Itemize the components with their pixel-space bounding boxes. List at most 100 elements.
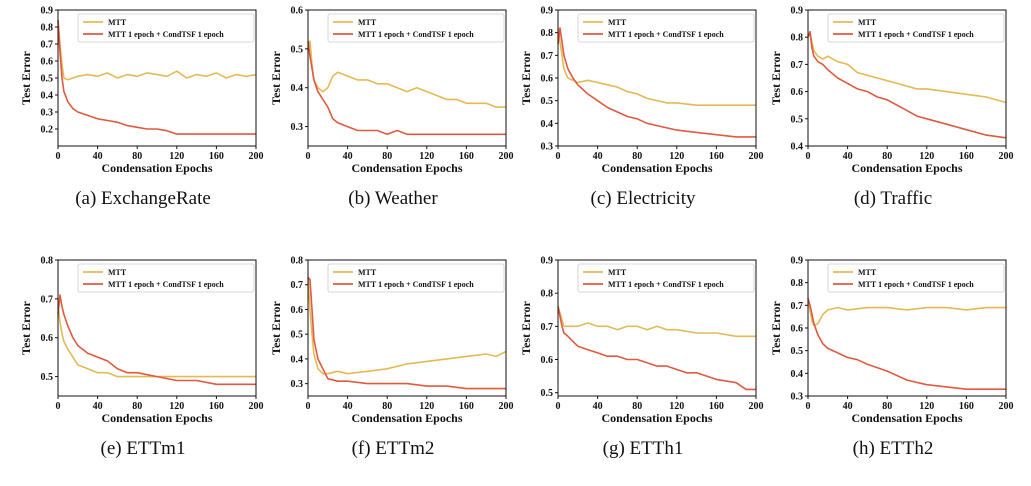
- x-tick-label: 0: [806, 151, 811, 162]
- series-line: [807, 30, 1007, 104]
- y-tick-label: 0.6: [791, 324, 804, 335]
- y-tick-label: 0.6: [541, 74, 554, 85]
- legend-label: MTT 1 epoch + CondTSF 1 epoch: [358, 280, 474, 289]
- y-tick-label: 0.9: [791, 6, 804, 17]
- series-line: [307, 276, 506, 390]
- legend-label: MTT 1 epoch + CondTSF 1 epoch: [108, 30, 224, 39]
- chart-svg: 0 40 80 120 160 200 0.3 0.4 0.5 0.6 0.7 0.8 0.9 Conde…: [769, 256, 1014, 426]
- y-tick-label: 0.8: [541, 289, 554, 300]
- x-tick-label: 40: [93, 401, 103, 412]
- chart-panel: 0 40 80 120 160 200 0.5 0.6 0.7 0.8 Condensation E…: [18, 252, 268, 486]
- y-tick-label: 0.7: [791, 60, 804, 71]
- chart-svg: 0 40 80 120 160 200 0.5 0.6 0.7 0.8 0.9 Condensatio…: [519, 256, 764, 426]
- y-tick-label: 0.4: [791, 142, 804, 153]
- y-axis-label: Test Error: [19, 51, 33, 105]
- x-tick-label: 160: [209, 151, 224, 162]
- subfigure-caption: (g) ETTh1: [602, 438, 684, 459]
- y-tick-label: 0.8: [541, 28, 554, 39]
- series-line: [307, 277, 507, 375]
- x-tick-label: 80: [882, 401, 892, 412]
- x-tick-label: 40: [593, 151, 603, 162]
- x-tick-label: 40: [593, 401, 603, 412]
- x-tick-label: 120: [919, 151, 934, 162]
- chart-svg: 0 40 80 120 160 200 0.3 0.4 0.5 0.6 0.7 0.8 0.9 Conde…: [519, 6, 764, 176]
- legend-box: [77, 263, 255, 293]
- x-tick-label: 200: [499, 151, 514, 162]
- series-line: [807, 298, 1006, 327]
- x-tick-label: 0: [56, 401, 61, 412]
- x-tick-label: 0: [806, 401, 811, 412]
- y-tick-label: 0.5: [791, 346, 804, 357]
- subfigure-caption: (e) ETTm1: [100, 438, 186, 459]
- y-tick-label: 0.5: [291, 330, 304, 341]
- series-line: [307, 40, 506, 136]
- series-line: [557, 27, 756, 106]
- y-tick-label: 0.6: [791, 87, 804, 98]
- series-line: [57, 20, 257, 81]
- legend: MTT MTT 1 epoch + CondTSF 1 epoch: [77, 263, 255, 293]
- x-tick-label: 160: [459, 401, 474, 412]
- legend-label: MTT: [108, 268, 127, 277]
- x-axis-label: Condensation Epochs: [601, 411, 712, 425]
- subfigure-caption: (c) Electricity: [590, 188, 696, 209]
- y-tick-label: 0.3: [541, 142, 554, 153]
- series-line: [557, 306, 756, 391]
- x-axis-label: Condensation Epochs: [351, 161, 462, 175]
- chart-svg: 0 40 80 120 160 200 0.4 0.5 0.6 0.7 0.8 0.9 Condensa…: [769, 6, 1014, 176]
- x-tick-label: 80: [132, 401, 142, 412]
- legend-box: [77, 13, 255, 43]
- subfigure-caption: (b) Weather: [348, 188, 438, 209]
- x-axis-label: Condensation Epochs: [101, 411, 212, 425]
- legend-box: [577, 13, 755, 43]
- chart-svg: 0 40 80 120 160 200 0.3 0.4 0.5 0.6 Condensation E…: [269, 6, 514, 176]
- legend-box: [327, 263, 505, 293]
- x-tick-label: 0: [556, 401, 561, 412]
- legend-label: MTT 1 epoch + CondTSF 1 epoch: [858, 30, 974, 39]
- legend: MTT MTT 1 epoch + CondTSF 1 epoch: [577, 263, 755, 293]
- legend-label: MTT 1 epoch + CondTSF 1 epoch: [608, 280, 724, 289]
- x-tick-label: 200: [499, 401, 514, 412]
- y-axis-label: Test Error: [769, 301, 783, 355]
- series-line: [807, 30, 1007, 139]
- legend-label: MTT 1 epoch + CondTSF 1 epoch: [608, 30, 724, 39]
- x-axis-label: Condensation Epochs: [351, 411, 462, 425]
- x-tick-label: 120: [169, 401, 184, 412]
- y-tick-label: 0.5: [541, 96, 554, 107]
- y-tick-label: 0.5: [41, 74, 54, 85]
- x-axis-label: Condensation Epochs: [851, 411, 962, 425]
- y-tick-label: 0.8: [791, 278, 804, 289]
- x-tick-label: 80: [632, 151, 642, 162]
- chart-panel: 0 40 80 120 160 200 0.5 0.6 0.7 0.8 0.9 Condensatio…: [518, 252, 768, 486]
- y-tick-label: 0.3: [791, 392, 804, 403]
- x-axis-label: Condensation Epochs: [851, 161, 962, 175]
- plot-frame: [57, 259, 257, 397]
- series-line: [57, 294, 256, 386]
- y-tick-label: 0.7: [41, 294, 54, 305]
- y-tick-label: 0.8: [791, 33, 804, 44]
- legend-box: [327, 13, 505, 43]
- y-tick-label: 0.5: [291, 44, 304, 55]
- subfigure-caption: (f) ETTm2: [351, 438, 435, 459]
- series-line: [557, 306, 756, 338]
- plot-frame: [807, 9, 1007, 147]
- chart-panel: 0 40 80 120 160 200 0.3 0.4 0.5 0.6 Condensation E…: [268, 2, 518, 236]
- x-axis-label: Condensation Epochs: [601, 161, 712, 175]
- legend-box: [827, 263, 1005, 293]
- x-tick-label: 40: [343, 401, 353, 412]
- subfigure-caption: (d) Traffic: [853, 188, 933, 209]
- x-tick-label: 80: [882, 151, 892, 162]
- y-axis-label: Test Error: [519, 51, 533, 105]
- subfigure-caption: (h) ETTh2: [852, 438, 934, 459]
- legend: MTT MTT 1 epoch + CondTSF 1 epoch: [327, 13, 505, 43]
- x-tick-label: 40: [93, 151, 103, 162]
- y-tick-label: 0.5: [41, 372, 54, 383]
- legend: MTT MTT 1 epoch + CondTSF 1 epoch: [77, 13, 255, 43]
- legend-label: MTT: [608, 268, 627, 277]
- y-axis-label: Test Error: [269, 301, 283, 355]
- chart-panel: 0 40 80 120 160 200 0.2 0.3 0.4 0.5 0.6 0.7 0.8 0.9 Co…: [18, 2, 268, 236]
- y-tick-label: 0.3: [41, 108, 54, 119]
- legend-label: MTT: [858, 268, 877, 277]
- legend-label: MTT: [358, 268, 377, 277]
- plot-frame: [307, 9, 507, 147]
- series-line: [57, 306, 256, 378]
